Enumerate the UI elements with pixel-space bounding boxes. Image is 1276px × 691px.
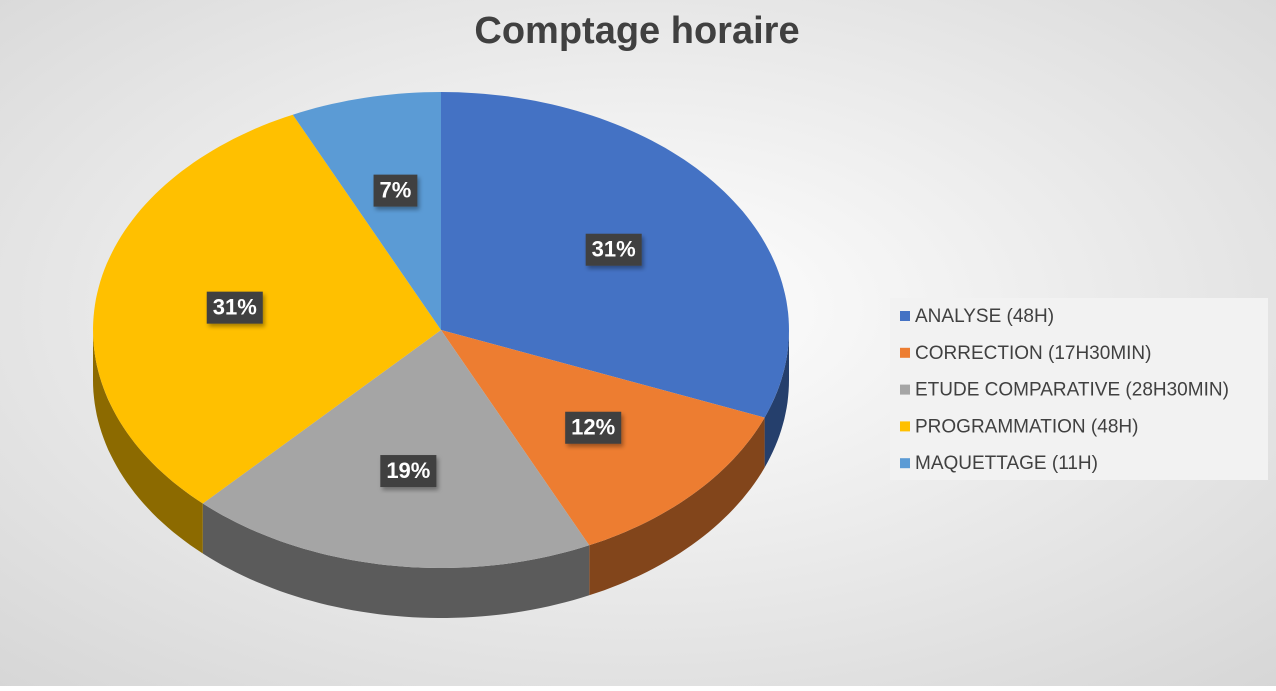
legend-label: CORRECTION (17H30MIN) — [915, 343, 1151, 364]
legend-swatch — [900, 347, 910, 358]
data-label: 12% — [571, 415, 615, 440]
data-label: 31% — [592, 237, 636, 262]
data-label-box — [206, 291, 263, 324]
data-label: 31% — [213, 294, 257, 319]
legend-label: MAQUETTAGE (11H) — [915, 453, 1098, 474]
slice-side — [202, 503, 590, 618]
legend-swatch — [900, 311, 910, 321]
slice — [292, 92, 441, 330]
data-label: 19% — [386, 458, 430, 483]
legend-label: ANALYSE (48H) — [915, 306, 1054, 327]
slice-side — [589, 417, 765, 596]
legend-label: ETUDE COMPARATIVE (28H30MIN) — [915, 380, 1229, 401]
slice — [202, 330, 590, 568]
slice-side — [93, 330, 203, 554]
slice — [93, 114, 441, 504]
chart-title: Comptage horaire — [474, 10, 799, 52]
legend: ANALYSE (48H) CORRECTION (17H30MIN) ETUDE … — [900, 306, 1229, 474]
data-label: 7% — [380, 177, 412, 202]
legend-box — [890, 298, 1268, 480]
data-label-box — [380, 455, 437, 488]
legend-swatch — [900, 384, 910, 395]
data-label-box — [373, 174, 418, 207]
pie — [93, 92, 789, 618]
data-label-box — [565, 411, 622, 444]
data-labels: 31% 12% 19% 31% 7% — [206, 174, 642, 488]
legend-label: PROGRAMMATION (48H) — [915, 416, 1138, 437]
slice-side — [764, 330, 789, 468]
data-label-box — [585, 233, 642, 266]
legend-swatch — [900, 458, 910, 469]
legend-swatch — [900, 421, 910, 432]
